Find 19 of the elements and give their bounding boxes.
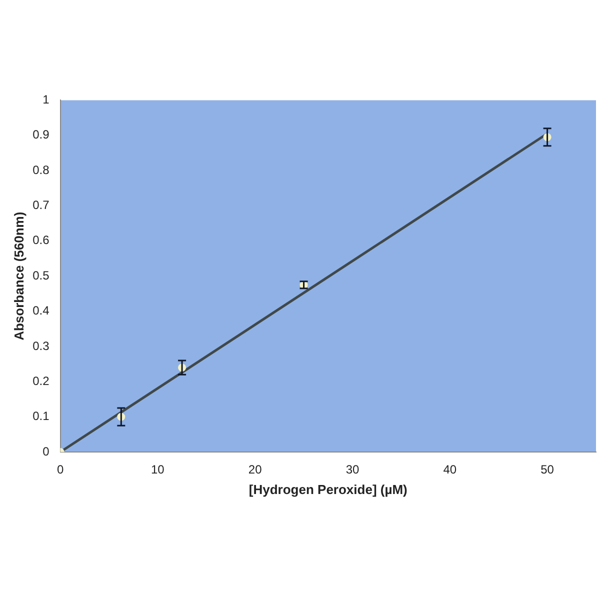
x-tick-label: 0 [56, 462, 64, 477]
y-tick-label: 0.8 [32, 162, 50, 177]
y-tick-label: 0.3 [32, 338, 50, 353]
y-tick-label: 0.6 [32, 233, 50, 248]
y-tick-label: 0.9 [32, 128, 50, 142]
x-tick-label: 20 [248, 462, 262, 477]
y-tick-label: 0.7 [32, 198, 50, 212]
x-axis-title: [Hydrogen Peroxide] (µM) [248, 482, 408, 497]
y-tick-label: 0.4 [32, 304, 50, 318]
y-tick-label: 0 [42, 444, 50, 458]
y-axis-title: Absorbance (560nm) [11, 212, 26, 340]
y-tick-label: 0.1 [32, 409, 50, 424]
y-tick-label: 0.5 [32, 268, 50, 282]
x-tick-label: 50 [540, 462, 554, 477]
y-tick-label: 1 [42, 92, 50, 107]
x-tick-label: 10 [151, 462, 165, 477]
x-tick-label: 30 [346, 462, 360, 477]
y-tick-label: 0.2 [32, 374, 50, 388]
x-tick-label: 40 [443, 462, 457, 477]
